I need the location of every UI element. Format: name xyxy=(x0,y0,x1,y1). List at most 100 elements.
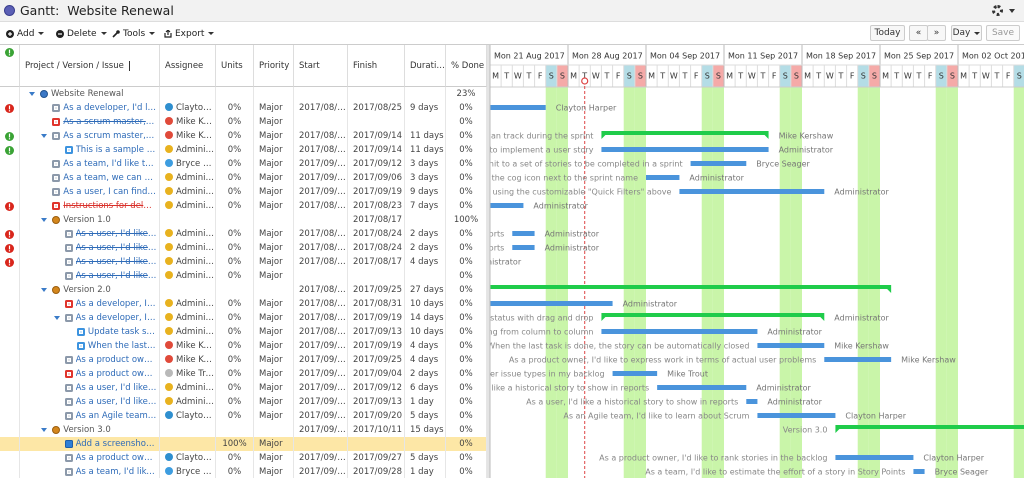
grid-cell: As a user, I can find important items on… xyxy=(20,185,160,199)
delete-menu[interactable]: Delete xyxy=(56,27,107,40)
issue-name[interactable]: Instructions for deleting this sample bo… xyxy=(63,201,157,211)
weekday-label: F xyxy=(850,72,855,81)
grid-cell: Administrator xyxy=(160,227,216,241)
priority-value: Major xyxy=(259,341,283,351)
weekend-column xyxy=(712,87,724,478)
issue-name[interactable]: As an Agile team, I'd like to learn abou… xyxy=(75,411,157,421)
issue-name[interactable]: Version 1.0 xyxy=(63,215,111,225)
today-button[interactable]: Today xyxy=(870,25,905,41)
weekend-column xyxy=(946,87,958,478)
version-icon xyxy=(52,216,61,224)
grid-cell: As a scrum master, I'd like to see the w… xyxy=(20,129,160,143)
priority-value: Major xyxy=(259,383,283,393)
grid-cell: 0% xyxy=(216,325,254,339)
issue-name[interactable]: When the last task is done, the story ca… xyxy=(87,341,157,351)
priority-value: Major xyxy=(259,439,283,449)
weekday-label: T xyxy=(994,72,1000,81)
issue-name[interactable]: As a user, I'd like a historical story t… xyxy=(75,229,157,239)
grid-cell: 0% xyxy=(216,241,254,255)
grid-row: As a developer, I'd like to update story… xyxy=(0,101,487,115)
grid-cell xyxy=(294,87,348,101)
issue-name[interactable]: As a product owner, I'd like to rank sto… xyxy=(75,453,157,463)
grid-cell: Major xyxy=(254,241,294,255)
zoom-select[interactable]: Day xyxy=(951,25,982,41)
units-value: 0% xyxy=(227,327,242,337)
finish-value: 2017/09/19 xyxy=(353,313,402,323)
done-value: 0% xyxy=(459,467,473,477)
grid-cell xyxy=(160,213,216,227)
version-icon xyxy=(52,426,61,434)
issue-name[interactable]: As a user, I'd like a historical story t… xyxy=(75,257,157,267)
duration-value: 1 day xyxy=(410,467,434,477)
grid-cell xyxy=(294,115,348,129)
issue-name[interactable]: As a developer, I can update details on … xyxy=(75,299,157,309)
bar-assignee-label: Administrator xyxy=(545,230,600,239)
weekday-label: F xyxy=(616,72,621,81)
assignee-value: Administrator xyxy=(176,173,216,183)
issue-name[interactable]: As a developer, I'd like to update story… xyxy=(63,103,157,113)
start-value: 2017/08/18 xyxy=(299,285,348,295)
issue-name[interactable]: As a user, I'd like a historical story t… xyxy=(75,397,157,407)
finish-value: 2017/09/13 xyxy=(353,397,402,407)
grid-cell: 0% xyxy=(216,255,254,269)
issue-name[interactable]: As a user, I'd like a historical story t… xyxy=(75,383,157,393)
issue-name[interactable]: As a developer, I can update story and t… xyxy=(75,313,157,323)
grid-cell: Administrator xyxy=(160,255,216,269)
issue-name[interactable]: As a product owner, I'd like to include … xyxy=(75,369,157,379)
issue-name[interactable]: As a user, I'd like a historical story t… xyxy=(75,243,157,253)
issue-name[interactable]: Add a screenshot to the sample board xyxy=(75,439,157,449)
weekend-header xyxy=(556,65,568,87)
column-header: Project / Version / Issue xyxy=(20,45,160,87)
done-value: 0% xyxy=(459,439,473,449)
export-menu[interactable]: Export xyxy=(164,27,214,40)
grid-cell xyxy=(405,87,446,101)
grid-cell xyxy=(405,437,446,451)
weekday-label: W xyxy=(670,72,678,81)
grid-cell: 0% xyxy=(216,451,254,465)
avatar xyxy=(165,243,173,251)
start-value: 2017/09/21 xyxy=(299,425,348,435)
avatar xyxy=(165,187,173,195)
prev-button[interactable]: « xyxy=(909,25,928,41)
settings-button[interactable] xyxy=(992,5,1003,16)
next-button[interactable]: » xyxy=(927,25,946,41)
issue-name[interactable]: As a product owner, I'd like to express … xyxy=(75,355,157,365)
add-menu[interactable]: Add xyxy=(6,27,44,40)
duration-value: 27 days xyxy=(410,285,444,295)
story-icon xyxy=(64,230,73,238)
grid-cell: Major xyxy=(254,143,294,157)
save-button[interactable]: Save xyxy=(986,25,1020,41)
grid-row: As a user, I'd like a historical story t… xyxy=(0,241,487,255)
flag-dot xyxy=(8,235,11,237)
settings-caret[interactable] xyxy=(1009,9,1015,16)
tools-menu[interactable]: Tools xyxy=(112,27,155,40)
issue-name[interactable]: Version 3.0 xyxy=(63,425,111,435)
done-value: 0% xyxy=(459,341,473,351)
issue-name[interactable]: As a scrum master, I'd like to see the w… xyxy=(63,131,157,141)
grid-cell: 2017/09/25 xyxy=(348,353,405,367)
bar-assignee-label: Administrator xyxy=(545,244,600,253)
grid-cell: 27 days xyxy=(405,283,446,297)
issue-name[interactable]: As a team, I'd like to commit to a set o… xyxy=(63,159,157,169)
assignee-value: Administrator xyxy=(176,257,216,267)
status-flag xyxy=(5,131,14,141)
weekday-label: S xyxy=(638,72,643,81)
issue-name[interactable]: Update task status by dragging and dropp… xyxy=(87,327,157,337)
avatar xyxy=(165,131,173,139)
finish-value: 2017/09/19 xyxy=(353,187,402,197)
issue-name[interactable]: This is a sample task. Tasks are used to… xyxy=(75,145,157,155)
issue-name[interactable]: As a team, we can finish the sprint by c… xyxy=(63,173,157,183)
issue-name[interactable]: Website Renewal xyxy=(51,89,124,99)
collapse-arrow xyxy=(41,288,48,292)
issue-name[interactable]: As a team, I'd like to estimate the effo… xyxy=(75,467,157,477)
collapse-arrow xyxy=(53,316,60,320)
grid-row: As a user, I can find important items on… xyxy=(0,185,487,199)
grid-cell: As a team, I'd like to commit to a set o… xyxy=(20,157,160,171)
issue-name[interactable]: As a user, I'd like a historical story t… xyxy=(75,271,157,281)
issue-name[interactable]: As a scrum master, I can see the progres… xyxy=(63,117,157,127)
issue-name[interactable]: As a user, I can find important items on… xyxy=(63,187,157,197)
grid-cell xyxy=(0,465,20,478)
bar-name-label: As a user, I'd like a historical story t… xyxy=(526,398,738,407)
issue-name[interactable]: Version 2.0 xyxy=(63,285,111,295)
status-flag xyxy=(5,145,14,155)
